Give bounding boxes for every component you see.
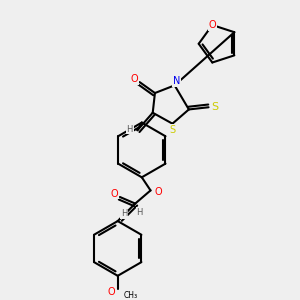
- Text: H: H: [121, 209, 127, 218]
- Text: S: S: [169, 125, 175, 135]
- Text: S: S: [212, 102, 219, 112]
- Text: H: H: [127, 124, 133, 134]
- Text: N: N: [173, 76, 181, 86]
- Text: O: O: [130, 74, 138, 84]
- Text: H: H: [136, 208, 143, 217]
- Text: O: O: [154, 187, 162, 196]
- Text: CH₃: CH₃: [123, 291, 137, 300]
- Text: O: O: [208, 20, 216, 30]
- Text: O: O: [107, 287, 115, 297]
- Text: O: O: [111, 189, 118, 199]
